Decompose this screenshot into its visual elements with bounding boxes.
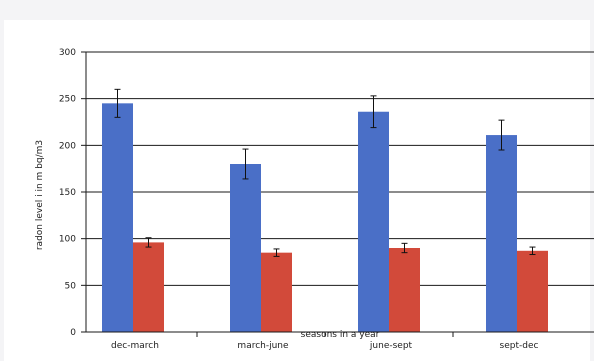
- x-category-label: dec-march: [111, 341, 159, 351]
- x-category-label: sept-dec: [500, 341, 539, 351]
- x-axis-title: seasons in a year: [301, 330, 380, 340]
- y-tick-label: 0: [70, 328, 76, 338]
- y-tick-label: 200: [59, 141, 76, 151]
- y-tick-label: 100: [59, 235, 76, 245]
- bar-series-2-june-sept: [389, 248, 420, 332]
- y-tick-label: 150: [59, 188, 76, 198]
- bar-series-1-june-sept: [358, 111, 389, 332]
- x-category-label: june-sept: [369, 341, 413, 351]
- bar-series-1-march-june: [230, 164, 261, 332]
- bar-series-1-dec-march: [102, 103, 133, 332]
- error-bars-group: [114, 88, 536, 257]
- y-tick-label: 50: [65, 281, 77, 291]
- bars-group: [102, 103, 548, 332]
- x-category-labels: dec-march march-june june-sept sept-dec: [111, 341, 538, 351]
- y-axis-title: radon level i in m bq/m3: [35, 140, 45, 250]
- y-tick-label: 300: [59, 48, 76, 58]
- x-category-label: march-june: [237, 341, 289, 351]
- axes-group: [81, 51, 594, 337]
- bar-series-1-sept-dec: [486, 135, 517, 332]
- y-tick-label: 250: [59, 95, 76, 105]
- bar-series-2-dec-march: [133, 242, 164, 332]
- bar-series-2-sept-dec: [517, 250, 548, 332]
- bar-series-2-march-june: [261, 252, 292, 332]
- y-tick-labels: 0 50 100 150 200 250 300: [59, 48, 76, 338]
